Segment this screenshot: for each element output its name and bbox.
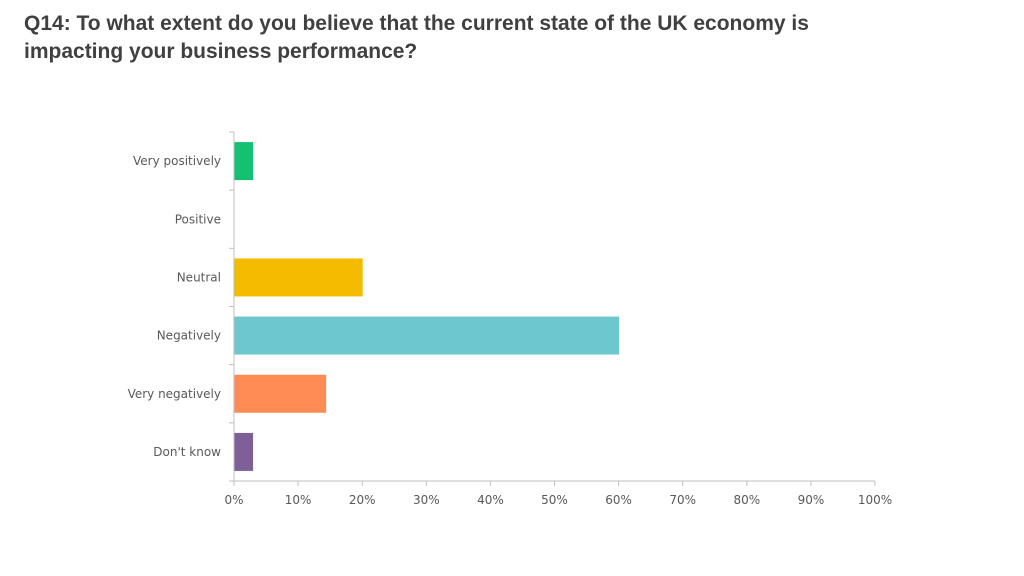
x-tick-label: 100%: [858, 493, 892, 507]
x-tick-label: 0%: [224, 493, 243, 507]
x-tick-label: 70%: [669, 493, 696, 507]
x-tick-label: 40%: [477, 493, 504, 507]
bar-0: [234, 142, 254, 181]
category-label: Neutral: [177, 270, 221, 284]
bar-5: [234, 432, 254, 471]
category-label: Very positively: [133, 154, 221, 168]
chart-title-line-2: impacting your business performance?: [24, 40, 418, 63]
x-tick-label: 90%: [798, 493, 825, 507]
category-label: Positive: [175, 212, 221, 226]
bar-4: [234, 374, 327, 413]
chart-title: Q14: To what extent do you believe that …: [24, 10, 924, 66]
x-tick-label: 10%: [285, 493, 312, 507]
x-tick-label: 60%: [605, 493, 632, 507]
chart-title-line-1: Q14: To what extent do you believe that …: [24, 12, 809, 35]
x-tick-label: 30%: [413, 493, 440, 507]
bar-2: [234, 258, 363, 297]
x-tick-label: 50%: [541, 493, 568, 507]
category-label: Very negatively: [128, 387, 221, 401]
category-label: Don't know: [153, 445, 221, 459]
x-tick-label: 20%: [349, 493, 376, 507]
bar-3: [234, 316, 620, 355]
category-label: Negatively: [157, 329, 221, 343]
x-tick-label: 80%: [733, 493, 760, 507]
